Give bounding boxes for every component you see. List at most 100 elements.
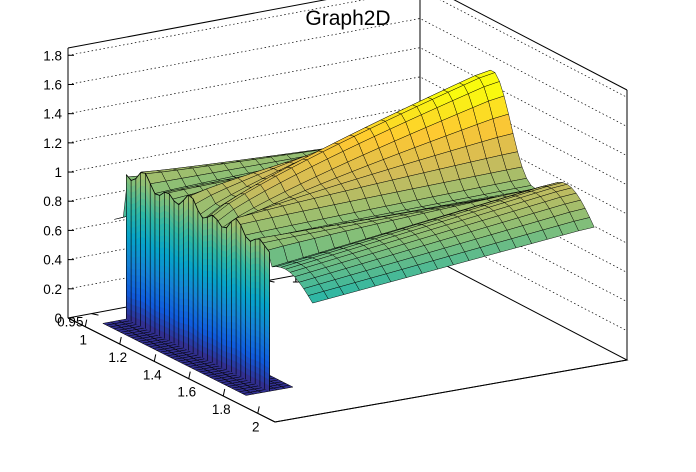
- wall-cell: [207, 294, 213, 302]
- wall-cell: [202, 270, 208, 278]
- wall-cell: [202, 287, 208, 295]
- wall-cell: [202, 240, 208, 248]
- wall-cell: [202, 275, 208, 284]
- z-tick-label: 0.6: [43, 223, 62, 238]
- wall-cell: [207, 257, 213, 266]
- wall-cell: [250, 328, 256, 337]
- wall-cell: [226, 333, 232, 341]
- x-tick: [257, 406, 260, 414]
- wall-cell: [140, 185, 146, 194]
- wall-cell: [202, 222, 208, 231]
- wall-cell: [231, 308, 237, 317]
- left-top-edge: [67, 0, 327, 49]
- wall-cell: [202, 246, 208, 254]
- wall-cell: [231, 321, 237, 330]
- wall-cell: [159, 294, 165, 303]
- wall-cell: [254, 238, 261, 246]
- wall-cell: [130, 268, 137, 276]
- z-tick-label: 0.2: [43, 282, 62, 297]
- x-tick-label: 1.6: [177, 385, 196, 400]
- surface-cell: [307, 291, 329, 304]
- wall-cell: [207, 276, 213, 283]
- wall-cell: [254, 262, 261, 271]
- wall-cell: [202, 228, 208, 236]
- wall-cell: [250, 287, 256, 295]
- wall-cell: [159, 258, 165, 266]
- wall-cell: [130, 232, 137, 240]
- wall-cell: [183, 304, 189, 312]
- wall-cell: [254, 250, 261, 258]
- wall-cell: [254, 281, 261, 289]
- wall-cell: [183, 291, 189, 299]
- wall-cell: [135, 293, 141, 301]
- wall-cell: [178, 279, 184, 288]
- z-tick-label: 1.6: [43, 77, 62, 92]
- wall-cell: [130, 220, 137, 228]
- wall-cell: [231, 302, 237, 310]
- back-top-edge: [453, 0, 628, 91]
- wall-cell: [202, 281, 208, 289]
- wall-cell: [140, 178, 146, 187]
- wall-cell: [159, 288, 165, 297]
- front-wall: [126, 171, 270, 392]
- wall-cell: [250, 293, 256, 301]
- z-tick-label: 1.4: [43, 107, 62, 122]
- wall-cell: [135, 268, 141, 276]
- wall-cell: [231, 282, 237, 291]
- wall-cell: [130, 250, 137, 258]
- wall-cell: [159, 282, 165, 290]
- wall-cell: [178, 309, 184, 318]
- wall-cell: [254, 287, 261, 295]
- wall-cell: [130, 226, 137, 234]
- wall-cell: [254, 244, 261, 252]
- wall-cell: [178, 298, 184, 306]
- wall-cell: [207, 263, 213, 272]
- wall-cell: [140, 172, 146, 181]
- wall-cell: [202, 252, 208, 260]
- wall-cell: [159, 264, 165, 272]
- wall-cell: [226, 327, 232, 335]
- x-tick: [84, 319, 88, 327]
- wall-cell: [250, 311, 256, 318]
- wall-cell: [178, 292, 184, 299]
- wall-cell: [207, 270, 213, 278]
- y-tick: [91, 313, 99, 316]
- wall-cell: [183, 310, 189, 319]
- wall-cell: [130, 262, 137, 270]
- wall-cell: [250, 305, 256, 312]
- x-tick-label: 1.4: [143, 367, 162, 382]
- wall-cell: [254, 256, 261, 264]
- wall-cell: [159, 271, 165, 278]
- wall-cell: [250, 317, 256, 324]
- wall-cell: [183, 298, 189, 306]
- wall-cell: [130, 244, 137, 252]
- wall-cell: [254, 275, 261, 283]
- wall-cell: [207, 282, 213, 290]
- wall-cell: [231, 315, 237, 323]
- wall-cell: [202, 234, 208, 242]
- wall-cell: [254, 268, 261, 277]
- wall-cell: [231, 327, 237, 336]
- chart-title: Graph2D: [305, 7, 390, 30]
- x-tick-label: 2: [252, 419, 260, 434]
- wall-cell: [183, 316, 189, 325]
- front-bottom-edge: [67, 317, 276, 423]
- wall-cell: [231, 289, 237, 298]
- wall-cell: [231, 296, 237, 304]
- wall-cell: [135, 274, 141, 282]
- wall-cell: [159, 277, 165, 284]
- wall-cell: [207, 288, 213, 296]
- wall-cell: [130, 256, 137, 264]
- x-tick-label: 1.8: [212, 402, 231, 417]
- z-tick-label: 1: [54, 165, 62, 180]
- right-bottom-edge: [274, 359, 628, 423]
- wall-cell: [202, 258, 208, 266]
- wall-cell: [135, 287, 141, 295]
- x-tick: [119, 336, 122, 345]
- floor-cell: [280, 384, 294, 389]
- wall-cell: [207, 306, 213, 314]
- surface-mesh: [114, 69, 595, 304]
- wall-top-edge: [126, 172, 270, 253]
- wall-cell: [140, 191, 146, 200]
